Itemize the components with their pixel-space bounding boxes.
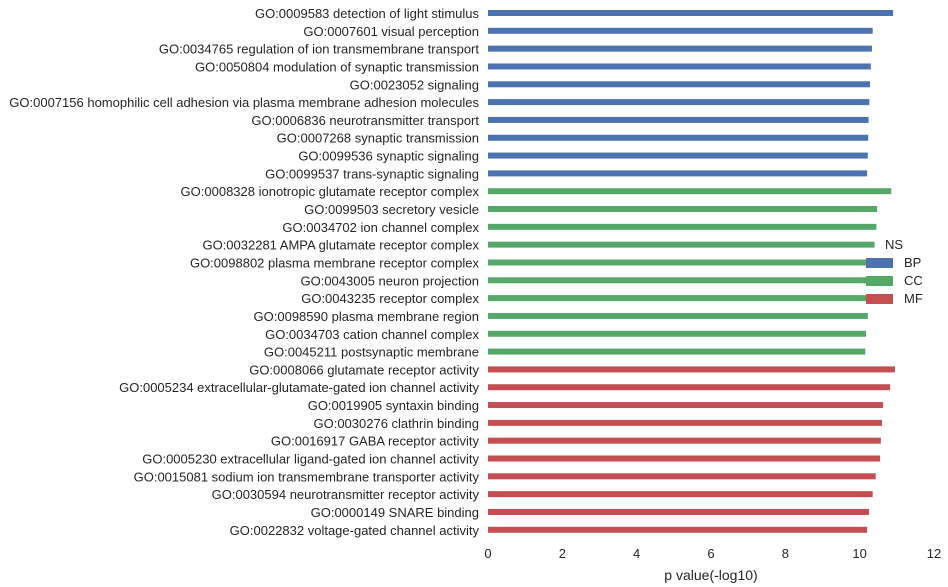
category-label: GO:0005230 extracellular ligand-gated io… [142,452,479,467]
bar-mf-2 [488,402,884,409]
category-label: GO:0005234 extracellular-glutamate-gated… [119,380,479,395]
bar-mf-5 [488,455,881,462]
category-label: GO:0019905 syntaxin binding [308,398,479,413]
bar-mf-8 [488,508,869,515]
bar-bp-6 [488,116,869,123]
category-label: GO:0099537 trans-synaptic signaling [265,166,479,181]
bar-bp-9 [488,170,868,177]
category-labels-group: GO:0009583 detection of light stimulus GO… [9,6,479,538]
x-tick-label: 4 [633,546,640,561]
category-label: GO:0008066 glutamate receptor activity [249,362,479,377]
bar-mf-0 [488,366,895,373]
bar-cc-3 [488,241,875,248]
category-label: GO:0099536 synaptic signaling [298,149,479,164]
bar-cc-7 [488,312,868,319]
legend-title: NS [885,237,903,252]
category-label: GO:0030276 clathrin binding [313,416,479,431]
category-label: GO:0034765 regulation of ion transmembra… [159,42,480,57]
bar-mf-7 [488,491,873,498]
bar-mf-4 [488,437,881,444]
x-tick-label: 0 [484,546,491,561]
category-label: GO:0098590 plasma membrane region [254,309,479,324]
legend: NS BP CC MF [866,237,923,306]
category-label: GO:0043235 receptor complex [301,291,479,306]
category-label: GO:0050804 modulation of synaptic transm… [195,59,479,74]
bar-cc-8 [488,330,866,337]
x-tick-label: 12 [927,546,941,561]
legend-swatch-cc [866,276,893,286]
bar-bp-4 [488,81,871,88]
legend-label-cc: CC [904,273,923,288]
bar-bp-0 [488,10,894,16]
bar-cc-2 [488,223,877,230]
legend-swatch-mf [866,294,893,304]
category-label: GO:0022832 voltage-gated channel activit… [230,523,480,538]
legend-swatch-bp [866,258,893,268]
bar-bp-7 [488,134,869,141]
bar-mf-3 [488,419,882,426]
category-label: GO:0043005 neuron projection [300,273,479,288]
category-label: GO:0007268 synaptic transmission [277,131,479,146]
bar-cc-9 [488,348,866,355]
x-tick-label: 8 [782,546,789,561]
category-label: GO:0098802 plasma membrane receptor comp… [190,255,480,270]
category-label: GO:0030594 neurotransmitter receptor act… [212,487,480,502]
category-label: GO:0023052 signaling [350,77,479,92]
legend-label-mf: MF [904,291,923,306]
category-label: GO:0007156 homophilic cell adhesion via … [9,95,479,110]
bars-group [488,10,895,533]
category-label: GO:0032281 AMPA glutamate receptor compl… [202,238,479,253]
x-axis-title: p value(-log10) [664,567,757,583]
bar-bp-1 [488,27,873,34]
category-label: GO:0006836 neurotransmitter transport [251,113,479,128]
bar-mf-1 [488,384,891,391]
bar-cc-0 [488,188,892,195]
category-label: GO:0015081 sodium ion transmembrane tran… [134,469,480,484]
category-label: GO:0099503 secretory vesicle [304,202,479,217]
category-label: GO:0034703 cation channel complex [265,327,479,342]
x-tick-label: 2 [559,546,566,561]
x-axis: 0 2 4 6 8 10 12 [484,546,941,561]
category-label: GO:0009583 detection of light stimulus [255,6,480,21]
category-label: GO:0045211 postsynaptic membrane [264,345,479,360]
bar-bp-3 [488,63,871,70]
bar-cc-5 [488,277,871,284]
category-label: GO:0034702 ion channel complex [282,220,479,235]
x-tick-label: 6 [707,546,714,561]
bar-mf-9 [488,526,868,533]
bar-mf-6 [488,473,876,480]
category-label: GO:0007601 visual perception [303,24,479,39]
bar-cc-4 [488,259,872,266]
category-label: GO:0016917 GABA receptor activity [271,434,480,449]
bar-bp-5 [488,99,870,106]
bar-bp-8 [488,152,868,159]
category-label: GO:0008328 ionotropic glutamate receptor… [181,184,480,199]
bar-cc-6 [488,295,870,302]
legend-label-bp: BP [904,255,921,270]
x-tick-label: 10 [852,546,866,561]
category-label: GO:0000149 SNARE binding [311,505,479,520]
bar-cc-1 [488,206,878,213]
bar-bp-2 [488,45,872,52]
